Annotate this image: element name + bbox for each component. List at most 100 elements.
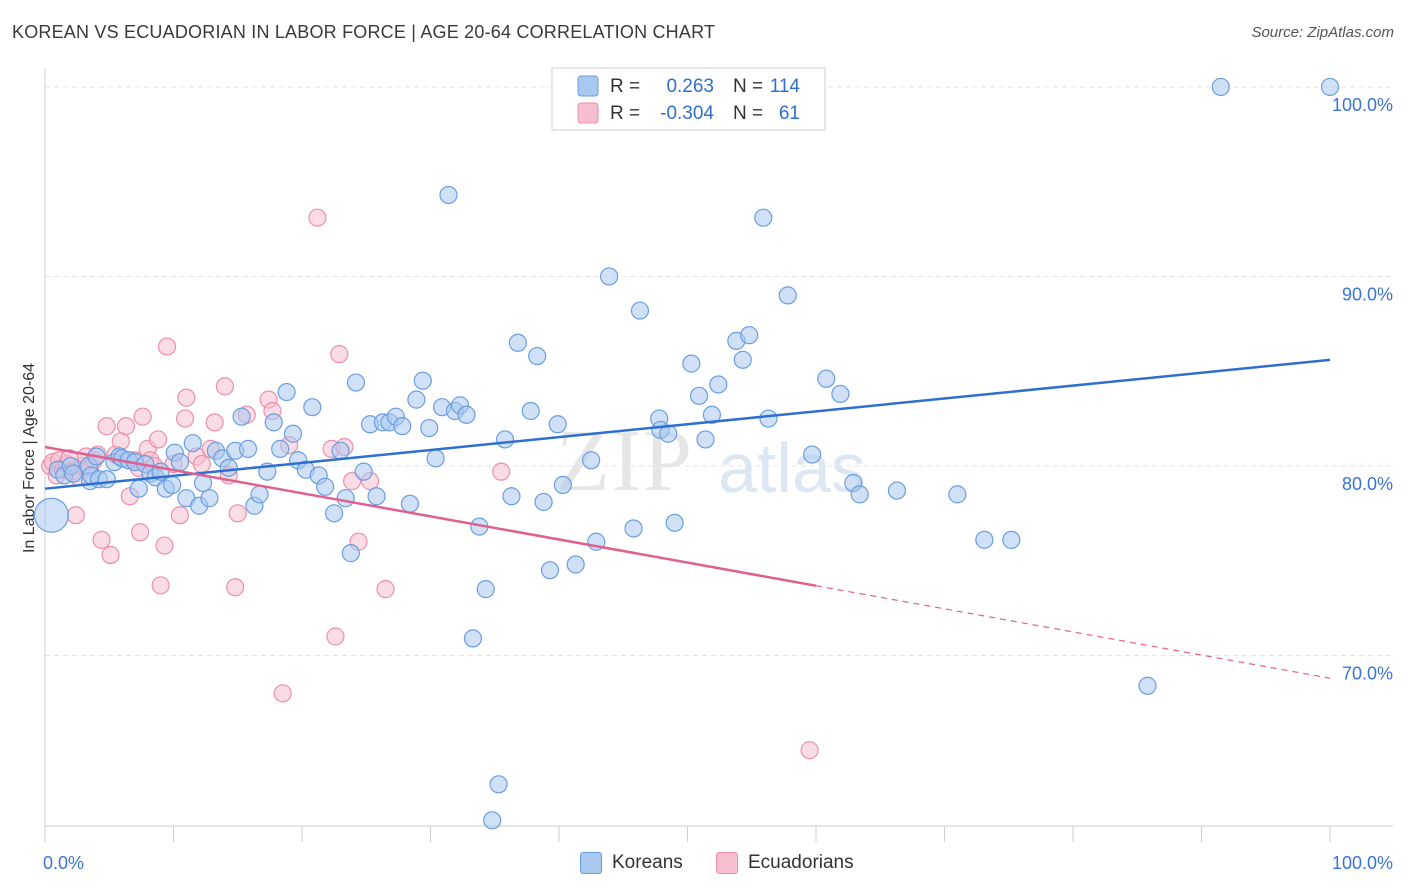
koreans-point-115 bbox=[1138, 676, 1157, 695]
koreans-point-96 bbox=[689, 386, 709, 405]
ecuadorians-trend-line-extension bbox=[815, 585, 1331, 679]
koreans-point-102 bbox=[740, 326, 759, 345]
koreans-point-83 bbox=[553, 475, 572, 494]
koreans-point-77 bbox=[508, 333, 527, 352]
koreans-point-40 bbox=[271, 439, 290, 458]
koreans-point-112 bbox=[948, 485, 967, 504]
koreans-point-53 bbox=[354, 462, 373, 481]
legend-item-ecuadorians[interactable]: Ecuadorians bbox=[716, 852, 854, 874]
koreans-point-69 bbox=[457, 405, 476, 424]
koreans-point-59 bbox=[393, 417, 412, 436]
koreans-point-34 bbox=[232, 407, 251, 426]
legend-swatch-ecuadorians bbox=[577, 102, 599, 124]
ecuadorians-point-35 bbox=[175, 409, 195, 428]
legend-swatch-koreans-bottom bbox=[580, 852, 602, 874]
koreans-point-37 bbox=[250, 485, 269, 504]
koreans-point-108 bbox=[831, 384, 850, 404]
legend-swatch-ecuadorians-bottom bbox=[716, 852, 738, 874]
koreans-point-117 bbox=[1320, 77, 1340, 97]
ecuadorians-trend-line bbox=[44, 445, 817, 587]
legend-n-label-koreans: N = bbox=[733, 76, 763, 97]
koreans-points bbox=[33, 77, 1340, 830]
ecuadorians-point-50 bbox=[308, 208, 327, 227]
koreans-point-74 bbox=[489, 775, 508, 794]
x-tick-label-0: 0.0% bbox=[43, 853, 84, 873]
koreans-point-95 bbox=[682, 354, 701, 373]
legend-top: R = 0.263 N = 114 R = -0.304 N = 61 bbox=[551, 67, 826, 131]
legend-n-value-koreans: 114 bbox=[770, 76, 801, 97]
koreans-point-32 bbox=[219, 458, 238, 477]
koreans-point-78 bbox=[521, 401, 540, 421]
koreans-point-82 bbox=[548, 415, 567, 434]
ecuadorians-point-15 bbox=[92, 530, 111, 549]
ecuadorians-point-29 bbox=[148, 430, 168, 449]
chart-title: KOREAN VS ECUADORIAN IN LABOR FORCE | AG… bbox=[12, 22, 716, 42]
koreans-point-76 bbox=[502, 487, 521, 506]
koreans-point-50 bbox=[336, 489, 355, 508]
ecuadorians-point-48 bbox=[273, 684, 292, 703]
koreans-point-22 bbox=[163, 475, 182, 494]
koreans-point-16 bbox=[129, 479, 148, 498]
legend-r-value-ecuadorians: -0.304 bbox=[660, 103, 714, 124]
koreans-point-98 bbox=[702, 405, 722, 424]
koreans-point-116 bbox=[1211, 77, 1230, 97]
ecuadorians-point-59 bbox=[492, 462, 511, 481]
koreans-point-51 bbox=[341, 544, 360, 563]
ecuadorians-point-25 bbox=[130, 523, 150, 542]
koreans-point-73 bbox=[483, 811, 502, 830]
ecuadorians-point-16 bbox=[97, 417, 116, 436]
watermark-atlas: atlas bbox=[718, 429, 866, 507]
koreans-point-113 bbox=[975, 530, 994, 549]
legend-label-ecuadorians: Ecuadorians bbox=[748, 852, 854, 873]
ecuadorians-point-24 bbox=[133, 407, 152, 426]
ecuadorians-point-20 bbox=[116, 417, 136, 436]
koreans-point-62 bbox=[413, 371, 432, 390]
legend-item-koreans[interactable]: Koreans bbox=[580, 852, 683, 874]
legend-n-value-ecuadorians: 61 bbox=[779, 103, 800, 124]
koreans-point-89 bbox=[624, 519, 643, 538]
koreans-point-97 bbox=[696, 430, 715, 449]
koreans-point-111 bbox=[887, 481, 907, 500]
ecuadorians-point-17 bbox=[101, 545, 120, 565]
koreans-point-79 bbox=[528, 346, 547, 366]
legend-bottom: Koreans Ecuadorians bbox=[0, 852, 1406, 878]
koreans-point-10 bbox=[97, 470, 116, 489]
koreans-point-101 bbox=[733, 350, 752, 369]
legend-label-koreans: Koreans bbox=[612, 852, 683, 873]
koreans-point-55 bbox=[367, 487, 386, 506]
koreans-point-39 bbox=[264, 413, 283, 432]
koreans-point-49 bbox=[331, 441, 350, 460]
ecuadorians-point-8 bbox=[66, 506, 85, 525]
ecuadorians-point-19 bbox=[111, 432, 130, 451]
koreans-point-63 bbox=[420, 418, 439, 438]
koreans-point-52 bbox=[346, 373, 366, 392]
ecuadorians-point-52 bbox=[326, 627, 345, 646]
koreans-point-61 bbox=[407, 390, 426, 409]
ecuadorians-point-41 bbox=[215, 377, 234, 396]
koreans-point-42 bbox=[283, 424, 303, 443]
ecuadorians-point-53 bbox=[330, 345, 349, 364]
koreans-point-24 bbox=[170, 453, 190, 472]
ecuadorians-point-30 bbox=[151, 576, 170, 595]
ecuadorians-point-31 bbox=[155, 536, 174, 555]
legend-n-label-ecuadorians: N = bbox=[733, 103, 763, 124]
koreans-point-86 bbox=[582, 451, 601, 470]
koreans-point-66 bbox=[439, 185, 458, 205]
ecuadorians-point-32 bbox=[157, 337, 177, 356]
ecuadorians-point-36 bbox=[177, 388, 196, 407]
koreans-point-85 bbox=[566, 555, 585, 574]
koreans-point-41 bbox=[277, 382, 296, 402]
legend-r-label-ecuadorians: R = bbox=[610, 103, 640, 124]
koreans-point-107 bbox=[817, 369, 836, 388]
ecuadorians-point-58 bbox=[376, 580, 395, 599]
koreans-point-72 bbox=[476, 580, 495, 599]
koreans-point-75 bbox=[495, 430, 515, 449]
y-tick-label-2: 90.0% bbox=[1342, 284, 1393, 304]
koreans-point-64 bbox=[426, 449, 445, 468]
koreans-point-106 bbox=[803, 445, 822, 464]
koreans-point-35 bbox=[238, 439, 258, 458]
y-tick-label-1: 80.0% bbox=[1342, 474, 1393, 494]
y-axis-label: In Labor Force | Age 20-64 bbox=[21, 363, 38, 553]
koreans-point-45 bbox=[303, 398, 322, 417]
koreans-point-0 bbox=[33, 497, 70, 533]
